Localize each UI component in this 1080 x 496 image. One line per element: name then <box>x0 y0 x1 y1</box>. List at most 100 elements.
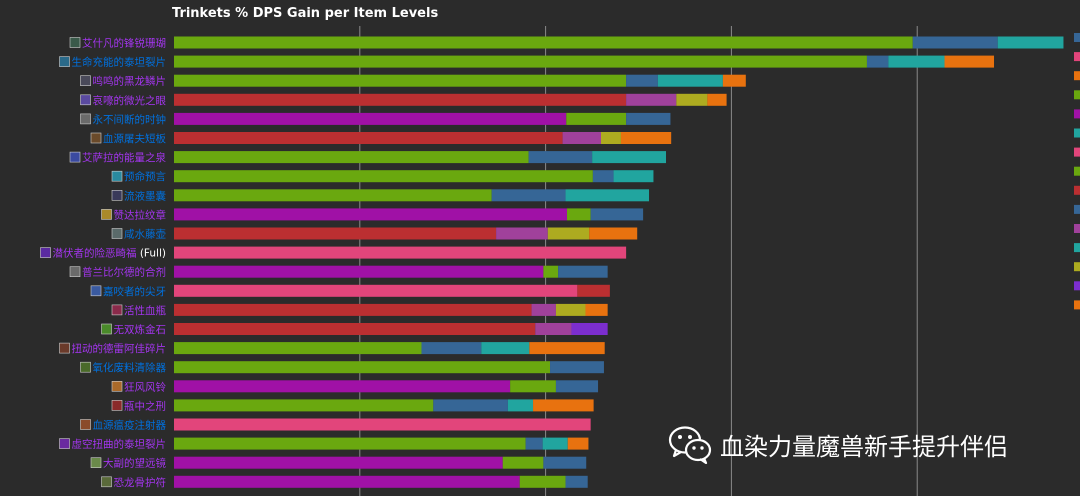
legend-swatch-8 <box>1074 185 1080 195</box>
bar-segment-11-0 <box>174 246 627 259</box>
item-icon-17 <box>80 361 91 373</box>
item-icon-2 <box>80 75 91 86</box>
category-label-7: 预命预言 <box>124 170 166 183</box>
bar-segment-7-2 <box>613 170 654 183</box>
item-icon-21 <box>59 438 70 449</box>
category-label-10: 咸水藤壶 <box>124 228 166 241</box>
bar-segment-22-2 <box>543 456 587 469</box>
bar-segment-3-3 <box>707 93 727 106</box>
bar-segment-15-1 <box>535 323 572 335</box>
legend-swatch-13 <box>1074 281 1080 291</box>
category-label-17: 氧化废料清除器 <box>93 361 167 374</box>
bar-segment-21-0 <box>174 437 526 450</box>
legend-swatch-7 <box>1074 166 1080 176</box>
item-icon-9 <box>101 209 112 220</box>
bar-segment-13-1 <box>577 284 610 297</box>
bar-segment-10-1 <box>496 227 548 240</box>
bar-segment-5-1 <box>562 132 602 144</box>
category-label-3: 哀嚎的微光之眼 <box>93 94 167 107</box>
bar-segment-12-2 <box>558 265 608 278</box>
bar-segment-21-2 <box>542 437 568 450</box>
category-label-22: 大副的望远镜 <box>103 457 166 470</box>
bar-segment-6-1 <box>528 151 593 164</box>
bar-segment-15-0 <box>174 323 536 335</box>
category-label-8: 流液墨囊 <box>124 189 166 202</box>
item-icon-13 <box>90 285 102 297</box>
legend-swatch-9 <box>1074 204 1080 214</box>
item-icon-1 <box>59 56 70 67</box>
bar-segment-2-3 <box>722 74 746 87</box>
bar-segment-17-0 <box>174 361 551 374</box>
category-label-13: 嘉咬者的尖牙 <box>103 285 166 298</box>
legend-swatch-3 <box>1074 90 1080 100</box>
category-label-16: 扭动的德雷阿佳碎片 <box>72 342 167 355</box>
legend-swatch-2 <box>1074 71 1080 81</box>
category-label-6: 艾萨拉的能量之泉 <box>82 151 166 164</box>
category-label-18: 狂风风铃 <box>124 380 166 393</box>
bar-segment-1-3 <box>944 55 995 68</box>
bar-segment-19-2 <box>507 399 534 412</box>
bar-segment-12-0 <box>174 265 544 278</box>
bar-segment-20-0 <box>174 418 591 431</box>
bar-segment-2-1 <box>626 74 658 87</box>
bar-segment-16-1 <box>421 342 482 355</box>
bar-segment-3-1 <box>626 93 677 106</box>
wechat-icon <box>668 426 712 464</box>
bar-segment-22-0 <box>174 456 503 469</box>
category-label-21: 虚空扭曲的泰坦裂片 <box>72 438 167 451</box>
bar-segment-12-1 <box>543 265 559 278</box>
item-icon-12 <box>69 266 81 278</box>
bar-segment-4-2 <box>626 112 671 125</box>
bar-segment-1-2 <box>888 55 945 68</box>
bar-segment-15-2 <box>571 323 608 335</box>
item-icon-15 <box>101 323 112 335</box>
watermark-text: 血染力量魔兽新手提升伴侣 <box>720 432 1008 461</box>
category-label-12: 普兰比尔德的合剂 <box>82 266 166 279</box>
bar-segment-18-0 <box>174 380 511 393</box>
bar-segment-23-2 <box>565 475 588 488</box>
bar-segment-10-0 <box>174 227 497 240</box>
category-label-14: 活性血瓶 <box>124 304 166 317</box>
bar-segment-9-2 <box>590 208 644 221</box>
bar-segment-16-3 <box>529 342 605 355</box>
item-icon-11 <box>40 247 51 258</box>
legend-swatch-4 <box>1074 109 1080 119</box>
bar-segment-14-0 <box>174 303 532 316</box>
legend-swatch-14 <box>1074 300 1080 310</box>
bar-segment-19-0 <box>174 399 434 412</box>
bar-segment-22-1 <box>502 456 544 469</box>
bar-segment-13-0 <box>174 284 578 297</box>
bar-segment-19-1 <box>433 399 508 412</box>
item-icon-10 <box>111 228 123 239</box>
legend-swatch-11 <box>1074 243 1080 253</box>
item-icon-18 <box>111 380 123 392</box>
item-icon-5 <box>90 132 102 144</box>
legend-swatch-12 <box>1074 262 1080 272</box>
category-label-20: 血源瘟疫注射器 <box>93 419 167 432</box>
item-icon-23 <box>101 476 112 488</box>
bar-segment-6-0 <box>174 151 529 164</box>
item-icon-7 <box>111 170 123 182</box>
category-label-0: 艾什凡的锋锐珊瑚 <box>82 37 166 50</box>
bar-segment-8-0 <box>174 189 492 202</box>
legend-swatch-6 <box>1074 147 1080 157</box>
item-icon-16 <box>59 342 70 354</box>
chart-title: Trinkets % DPS Gain per Item Levels <box>172 6 439 21</box>
bar-segment-2-0 <box>174 74 627 87</box>
legend-swatch-1 <box>1074 52 1080 62</box>
watermark: 血染力量魔兽新手提升伴侣 <box>668 424 1008 464</box>
bar-segment-23-0 <box>174 475 520 488</box>
bar-segment-2-2 <box>657 74 723 87</box>
bar-segment-14-1 <box>531 303 556 316</box>
bar-segment-17-1 <box>550 361 604 374</box>
bar-segment-19-3 <box>533 399 594 412</box>
bar-segment-6-2 <box>592 151 667 164</box>
item-icon-0 <box>69 37 81 48</box>
category-label-19: 瓶中之刑 <box>124 399 166 412</box>
bar-segment-21-3 <box>567 437 589 450</box>
category-label-5: 血源屠夫短板 <box>103 132 166 145</box>
bar-segment-18-1 <box>510 380 556 393</box>
bar-segment-7-0 <box>174 170 593 183</box>
bar-segment-3-2 <box>676 93 708 106</box>
bar-segment-0-0 <box>174 36 913 49</box>
